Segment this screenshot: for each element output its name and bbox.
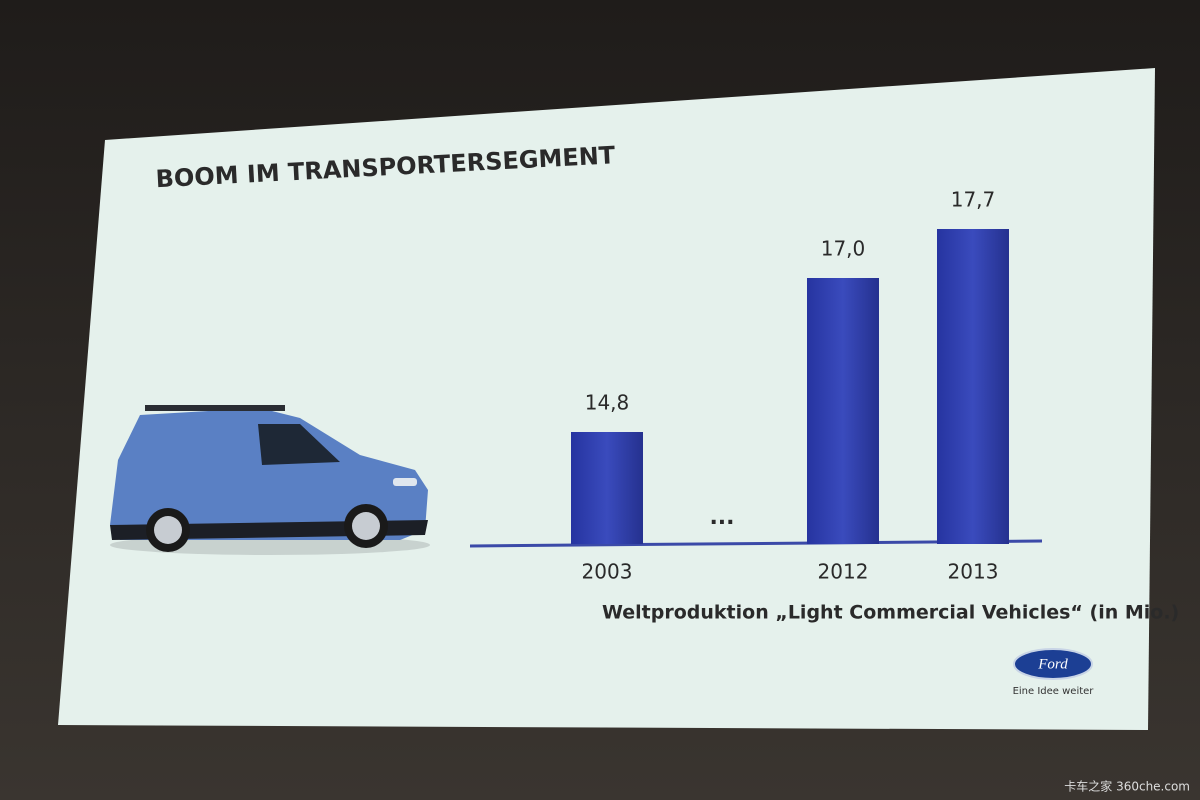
- caption: Weltproduktion „Light Commercial Vehicle…: [602, 602, 1179, 624]
- value-label: 14,8: [585, 391, 630, 415]
- van-illustration: [110, 405, 430, 555]
- x-tick-label: 2012: [818, 560, 869, 584]
- bar: [571, 432, 643, 544]
- x-tick-label: 2003: [582, 560, 633, 584]
- gap-marker: ...: [709, 505, 734, 530]
- ford-logo: Ford Eine Idee weiter: [1013, 648, 1095, 697]
- brand: Ford: [1037, 656, 1068, 672]
- watermark: 卡车之家 360che.com: [1064, 779, 1190, 794]
- bar: [807, 278, 879, 544]
- bar: [937, 229, 1009, 544]
- slide: [58, 68, 1155, 730]
- slogan: Eine Idee weiter: [1013, 686, 1095, 697]
- value-label: 17,0: [821, 237, 866, 261]
- value-label: 17,7: [951, 188, 996, 212]
- x-tick-label: 2013: [948, 560, 999, 584]
